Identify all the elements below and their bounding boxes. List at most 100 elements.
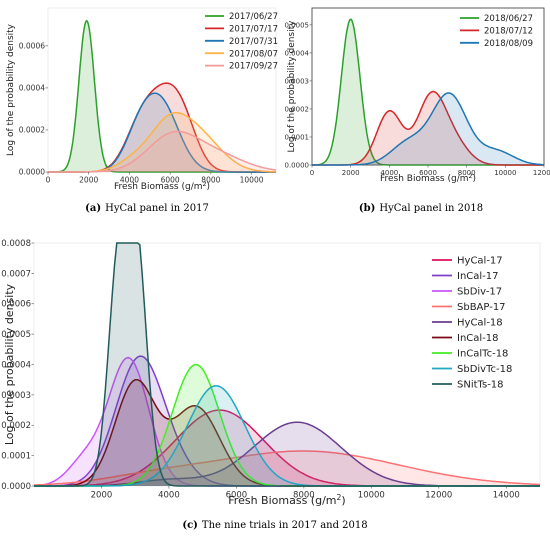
legend-label-b-0: 2018/06/27: [484, 14, 533, 24]
y-tick-label-a: 0.0006: [19, 41, 45, 50]
series-fill-c-3: [34, 451, 540, 486]
series-line-c-8: [34, 242, 540, 487]
legend-label-c-1: InCal-17: [457, 271, 499, 282]
x-axis-label-b: Fresh Biomass (g/m2): [380, 173, 476, 185]
series-line-c-3: [33, 450, 541, 486]
x-tick-label-b: 2000: [342, 169, 360, 177]
legend-label-a-4: 2017/09/27: [229, 62, 278, 72]
series-fill-b-1: [312, 91, 544, 165]
x-tick-label-b: 12000: [533, 169, 550, 177]
panel-a-chart: 0 2000 4000 6000 8000 10000 0.0000 0.0002 0.0004…: [6, 7, 278, 193]
series-fill-c-0: [34, 410, 540, 486]
caption-c-label: (c): [182, 520, 198, 531]
x-tick-label-c: 2000: [91, 491, 113, 501]
x-tick-label-a: 4000: [120, 176, 139, 185]
x-axis-label-c: Fresh Biomass (g/m2): [228, 493, 345, 508]
caption-b-label: (b): [359, 203, 375, 214]
x-tick-label-b: 6000: [419, 169, 437, 177]
plot-area-a: [47, 7, 277, 173]
series-fill-c-4: [34, 422, 540, 486]
plot-area-b: [311, 7, 545, 166]
x-tick-label-b: 4000: [380, 169, 398, 177]
x-tick-label-c: 14000: [493, 491, 520, 501]
legend-label-c-8: SNitTs-18: [457, 380, 504, 391]
series-fill-a-4: [48, 131, 276, 172]
series-fill-c-8: [34, 243, 540, 486]
series-fill-b-2: [312, 93, 544, 165]
legend-c: HyCal-17 InCal-17 SbDiv-17 SbBAP-17 HyCal-18…: [432, 256, 512, 391]
y-tick-label-c: 0.0002: [1, 421, 31, 431]
y-tick-label-c: 0.0007: [1, 269, 31, 279]
y-tick-label-c: 0.0005: [1, 330, 31, 340]
panel-b-chart: 0 2000 4000 6000 8000 10000 12000 0.0000 0.0001 0…: [285, 7, 550, 185]
y-tick-label-c: 0.0003: [1, 391, 31, 401]
series-fill-c-5: [34, 379, 540, 486]
y-tick-label-b: 0.0005: [285, 21, 310, 29]
series-fill-a-2: [48, 93, 276, 172]
y-axis-label-b: Log of the probability density: [287, 20, 297, 153]
series-fill-a-3: [48, 112, 276, 172]
x-tick-label-a: 2000: [79, 176, 98, 185]
caption-c: (c) The nine trials in 2017 and 2018: [182, 520, 367, 531]
x-tick-label-b: 10000: [494, 169, 516, 177]
y-tick-label-b: 0.0003: [285, 77, 310, 85]
x-tick-label-c: 4000: [158, 491, 180, 501]
caption-a-label: (a): [85, 203, 101, 214]
x-tick-label-a: 6000: [161, 176, 180, 185]
series-line-a-4: [48, 130, 277, 173]
y-tick-label-c: 0.0008: [1, 239, 31, 249]
x-tick-label-c: 8000: [293, 491, 315, 501]
x-axis-label-a: Fresh Biomass (g/m2): [114, 181, 210, 193]
series-line-b-2: [312, 92, 544, 166]
legend-label-c-0: HyCal-17: [457, 256, 503, 267]
y-axis-label-a: Log of the probability density: [6, 23, 16, 156]
legend-label-c-2: SbDiv-17: [457, 287, 502, 298]
legend-label-c-7: SbDivTc-18: [457, 364, 512, 375]
caption-a: (a) HyCal panel in 2017: [85, 203, 209, 214]
y-tick-label-a: 0.0000: [19, 168, 45, 177]
legend-label-c-5: InCal-18: [457, 333, 499, 344]
y-tick-label-a: 0.0002: [19, 126, 45, 135]
y-tick-label-c: 0.0001: [1, 452, 31, 462]
series-fill-c-2: [34, 357, 540, 486]
caption-b-text: HyCal panel in 2018: [379, 203, 483, 214]
caption-b: (b) HyCal panel in 2018: [359, 203, 483, 214]
x-tick-label-b: 0: [310, 169, 314, 177]
y-tick-label-c: 0.0004: [1, 360, 31, 370]
caption-a-text: HyCal panel in 2017: [105, 203, 209, 214]
series-fill-c-6: [34, 364, 540, 486]
legend-label-b-1: 2018/07/12: [484, 26, 533, 36]
legend-label-a-1: 2017/07/17: [229, 24, 278, 34]
legend-label-a-2: 2017/07/31: [229, 37, 278, 47]
y-tick-label-c: 0.0006: [1, 300, 31, 310]
x-tick-label-c: 6000: [226, 491, 248, 501]
x-tick-label-a: 0: [46, 176, 51, 185]
legend-label-a-3: 2017/08/07: [229, 49, 278, 59]
legend-b: 2018/06/27 2018/07/12 2018/08/09: [460, 14, 533, 49]
y-tick-label-b: 0.0000: [285, 161, 310, 169]
series-fill-b-0: [312, 19, 544, 165]
legend-label-b-2: 2018/08/09: [484, 39, 533, 49]
panel-c-chart: 2000 4000 6000 8000 10000 12000 14000 0.0000 0.0…: [1, 239, 541, 508]
legend-label-c-6: InCalTc-18: [457, 349, 508, 360]
y-tick-label-a: 0.0004: [19, 84, 45, 93]
x-tick-label-c: 10000: [358, 491, 385, 501]
x-tick-label-c: 12000: [425, 491, 452, 501]
legend-label-c-4: HyCal-18: [457, 318, 503, 329]
legend-label-c-3: SbBAP-17: [457, 302, 506, 313]
series-fill-c-1: [34, 356, 540, 486]
x-tick-label-b: 8000: [458, 169, 476, 177]
y-tick-label-c: 0.0000: [1, 482, 31, 492]
legend-a: 2017/06/27 2017/07/17 2017/07/31 2017/08/07…: [205, 12, 278, 72]
x-tick-label-a: 8000: [201, 176, 220, 185]
y-tick-label-b: 0.0002: [285, 105, 310, 113]
legend-label-a-0: 2017/06/27: [229, 12, 278, 22]
y-tick-label-b: 0.0004: [285, 49, 310, 57]
plot-area-c: [33, 242, 541, 487]
series-fill-a-1: [48, 83, 276, 172]
caption-c-text: The nine trials in 2017 and 2018: [202, 520, 368, 531]
y-tick-label-b: 0.0001: [285, 133, 310, 141]
x-tick-label-a: 10000: [240, 176, 264, 185]
y-axis-label-c: Log of the probability density: [3, 283, 16, 445]
